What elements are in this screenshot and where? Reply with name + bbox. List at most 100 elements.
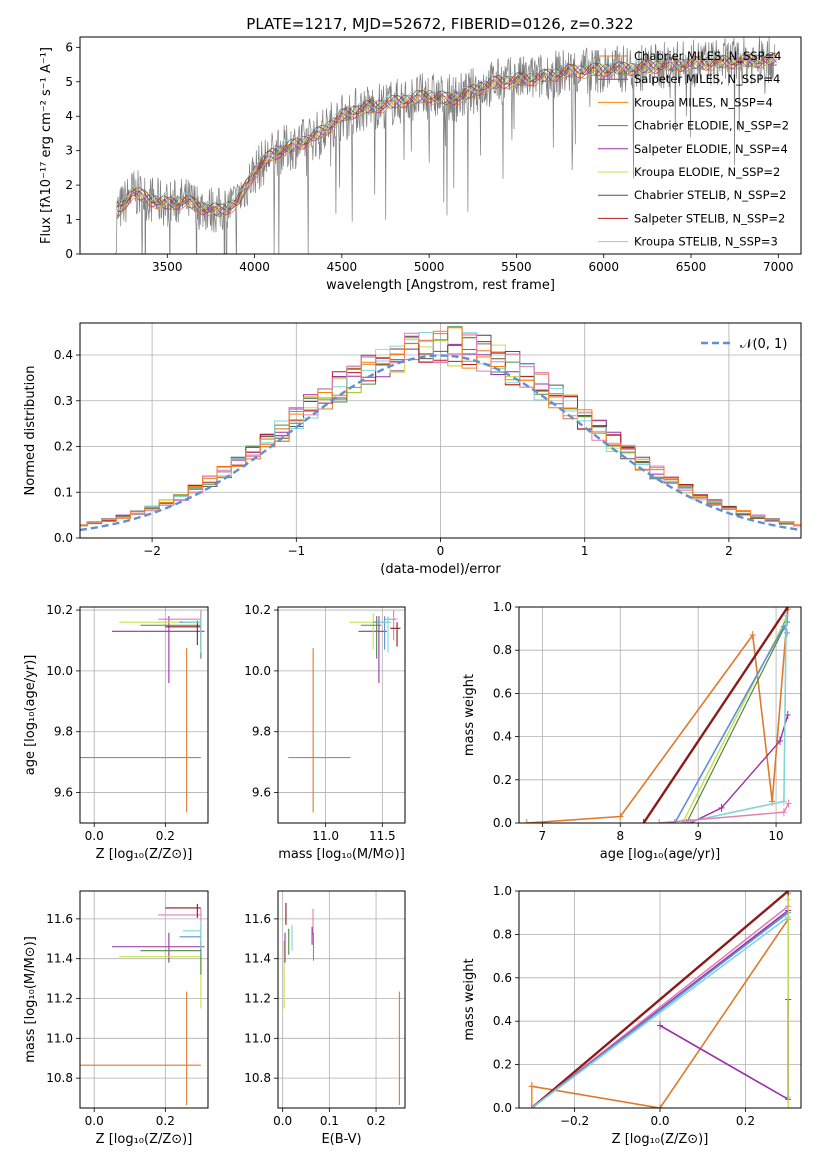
- model-spectrum-line: [116, 52, 777, 212]
- y-tick-label: 2: [65, 178, 73, 192]
- legend-label: Kroupa MILES, N_SSP=4: [634, 95, 773, 109]
- x-tick-label: 0.2: [156, 1114, 175, 1128]
- y-tick-label: 11.2: [244, 992, 271, 1006]
- x-axis-label: wavelength [Angstrom, rest frame]: [326, 278, 555, 293]
- axes-frame: [518, 890, 802, 1109]
- x-tick-label: 4500: [327, 260, 358, 274]
- plot-area: [80, 903, 205, 1106]
- y-tick-label: 0.0: [54, 531, 73, 545]
- mass-weight-line: [642, 607, 789, 823]
- x-axis-label: Z [log₁₀(Z/Z⊙)]: [96, 1132, 193, 1147]
- y-tick-label: 11.6: [46, 912, 73, 926]
- plot-area: [528, 891, 792, 1108]
- plot-area: [80, 610, 205, 813]
- x-tick-label: 0.2: [736, 1114, 755, 1128]
- histogram-step-line: [80, 341, 801, 526]
- legend-label: 𝒩(0, 1): [740, 337, 787, 352]
- axes-frame: [79, 890, 209, 1109]
- y-tick-label: 1.0: [493, 600, 512, 614]
- legend-label: Chabrier MILES, N_SSP=4: [634, 49, 781, 63]
- y-tick-label: 0.0: [493, 816, 512, 830]
- legend-label: Salpeter STELIB, N_SSP=2: [634, 211, 785, 225]
- panel-2: −2 −1 0 1 2 0.0 0.1 0.2 0.3 0.4 (data-model)/error…: [23, 322, 802, 577]
- legend-label: Kroupa ELODIE, N_SSP=2: [634, 165, 780, 179]
- x-tick-label: 6500: [676, 260, 707, 274]
- y-tick-label: 11.2: [46, 992, 73, 1006]
- legend-label: Salpeter MILES, N_SSP=4: [634, 72, 780, 86]
- panel-3: 0.0 0.2 9.6 9.8 10.0 10.2 Z [log₁₀(Z/Z⊙)] age […: [23, 603, 209, 862]
- x-tick-label: 1: [581, 544, 589, 558]
- histogram-step-line: [80, 327, 801, 526]
- y-tick-label: 0.2: [493, 1058, 512, 1072]
- x-tick-label: 0.2: [367, 1114, 386, 1128]
- y-axis-label: mass weight: [462, 674, 477, 756]
- x-tick-label: 4000: [239, 260, 270, 274]
- y-tick-label: 10.0: [244, 664, 271, 678]
- plot-area: [288, 610, 401, 813]
- x-tick-label: 5000: [414, 260, 445, 274]
- x-tick-label: 7000: [763, 260, 794, 274]
- y-tick-label: 1: [65, 213, 73, 227]
- panel-4: 11.0 11.5 9.6 9.8 10.0 10.2 mass [log₁₀(M/M⊙)]: [244, 603, 406, 862]
- y-tick-label: 11.6: [244, 912, 271, 926]
- y-tick-label: 6: [65, 40, 73, 54]
- panel-7: 0.0 0.1 0.2 10.8 11.0 11.2 11.4 11.6 E(B-V): [244, 890, 406, 1147]
- panel-5: 7 8 9 10 0.0 0.2 0.4 0.6 0.8 1.0 age [log₁₀(age/yr…: [462, 600, 802, 862]
- plot-area: [114, 37, 777, 254]
- axes-frame: [79, 36, 802, 255]
- mass-weight-line: [526, 609, 789, 823]
- y-tick-label: 9.8: [252, 725, 271, 739]
- model-spectrum-line: [116, 51, 777, 212]
- mass-weight-line: [659, 803, 790, 823]
- x-tick-label: 0.0: [650, 1114, 669, 1128]
- x-tick-label: −2: [143, 544, 161, 558]
- y-tick-label: 0.4: [493, 730, 512, 744]
- y-tick-label: 0.6: [493, 686, 512, 700]
- axes-frame: [277, 606, 406, 824]
- legend-label: Chabrier STELIB, N_SSP=2: [634, 188, 786, 202]
- observed-spectrum-line: [114, 37, 776, 254]
- y-tick-label: 11.0: [244, 1031, 271, 1045]
- y-tick-label: 0.2: [493, 773, 512, 787]
- y-tick-label: 0.4: [493, 1014, 512, 1028]
- y-tick-label: 9.6: [54, 786, 73, 800]
- legend-label: Kroupa STELIB, N_SSP=3: [634, 235, 778, 249]
- legend-label: Salpeter ELODIE, N_SSP=4: [634, 142, 788, 156]
- y-tick-label: 0: [65, 247, 73, 261]
- normal-curve-line: [80, 354, 801, 532]
- axes-frame: [79, 606, 209, 824]
- y-axis-label: Normed distribution: [23, 366, 38, 496]
- mass-weight-line: [531, 891, 789, 1108]
- axes-frame: [518, 606, 802, 824]
- y-tick-label: 10.8: [244, 1071, 271, 1085]
- plot-area: [523, 607, 792, 823]
- x-tick-label: 10: [768, 829, 783, 843]
- y-tick-label: 3: [65, 144, 73, 158]
- y-tick-label: 11.4: [244, 952, 271, 966]
- y-tick-label: 0.8: [493, 643, 512, 657]
- y-axis-label: Flux [fλ10⁻¹⁷ erg cm⁻² s⁻¹ A⁻¹]: [39, 47, 54, 244]
- axes-frame: [79, 322, 802, 539]
- panel-6: 0.0 0.2 10.8 11.0 11.2 11.4 11.6 Z [log₁₀(Z/Z⊙)…: [23, 890, 209, 1147]
- y-tick-label: 0.0: [493, 1101, 512, 1115]
- x-axis-label: Z [log₁₀(Z/Z⊙)]: [612, 1132, 709, 1147]
- x-tick-label: 0.2: [156, 829, 175, 843]
- model-spectrum-line: [116, 52, 777, 213]
- x-axis-label: age [log₁₀(age/yr)]: [600, 847, 721, 862]
- x-tick-label: 0.1: [320, 1114, 339, 1128]
- x-tick-label: 3500: [152, 260, 183, 274]
- mass-weight-line: [685, 621, 788, 823]
- x-axis-label: mass [log₁₀(M/M⊙)]: [278, 847, 405, 862]
- x-tick-label: 6000: [588, 260, 619, 274]
- y-tick-label: 10.2: [46, 603, 73, 617]
- x-tick-label: −1: [287, 544, 305, 558]
- y-tick-label: 4: [65, 109, 73, 123]
- y-tick-label: 5: [65, 75, 73, 89]
- y-tick-label: 0.3: [54, 394, 73, 408]
- y-tick-label: 0.1: [54, 485, 73, 499]
- y-tick-label: 1.0: [493, 884, 512, 898]
- y-tick-label: 0.4: [54, 348, 73, 362]
- y-tick-label: 0.6: [493, 971, 512, 985]
- x-tick-label: 11.0: [312, 829, 339, 843]
